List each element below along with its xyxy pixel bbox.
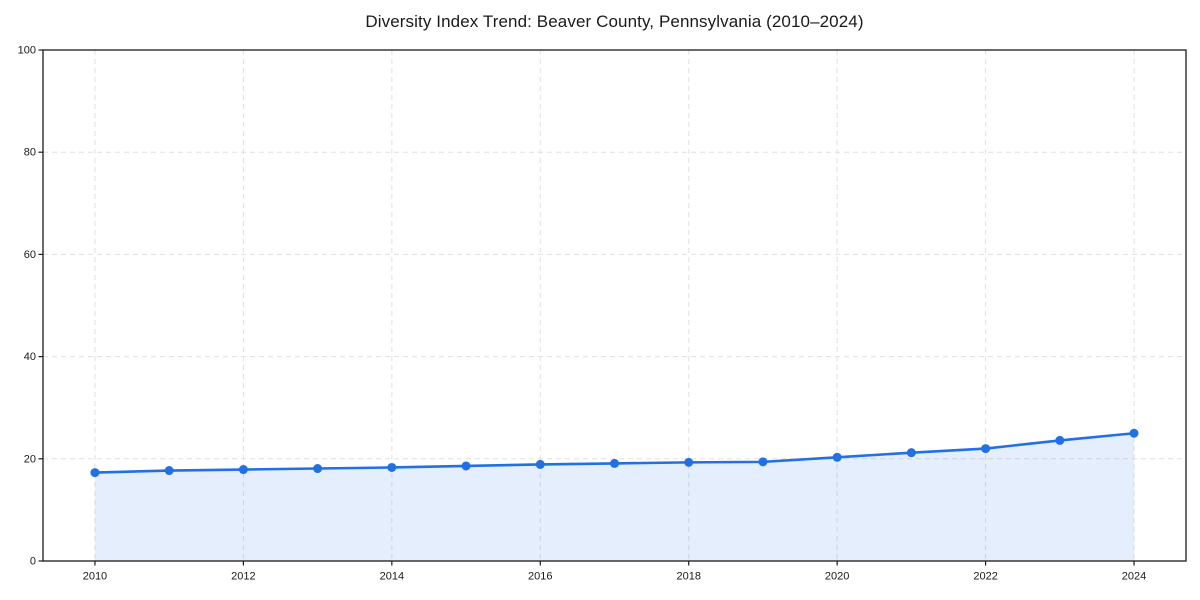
y-tick-label: 40 (24, 351, 36, 363)
x-tick-label: 2020 (825, 571, 849, 583)
data-point-2023 (1055, 435, 1065, 445)
data-point-2021 (906, 448, 916, 458)
data-point-2018 (684, 457, 694, 467)
x-tick-label: 2024 (1122, 571, 1146, 583)
y-tick-label: 20 (24, 453, 36, 465)
x-tick-label: 2016 (528, 571, 552, 583)
y-tick-label: 100 (18, 45, 36, 57)
data-point-2017 (610, 458, 619, 468)
data-point-2020 (832, 452, 842, 462)
y-tick-label: 0 (30, 556, 36, 568)
x-tick-label: 2022 (973, 571, 997, 583)
y-tick-label: 80 (24, 147, 36, 159)
chart-title: Diversity Index Trend: Beaver County, Pe… (365, 12, 864, 31)
data-point-2019 (758, 457, 768, 467)
area-fill (94, 433, 1135, 561)
data-point-2011 (164, 466, 174, 476)
x-tick-label: 2014 (380, 571, 404, 583)
data-point-2014 (387, 462, 397, 472)
data-point-2016 (535, 459, 545, 469)
y-tick-label: 60 (24, 249, 36, 261)
x-tick-label: 2012 (231, 571, 255, 583)
data-point-2012 (238, 465, 248, 475)
data-point-2024 (1129, 428, 1139, 438)
x-tick-label: 2010 (83, 571, 107, 583)
data-point-2022 (981, 444, 991, 454)
data-point-2013 (313, 464, 323, 474)
data-point-2015 (461, 461, 471, 471)
x-tick-label: 2018 (676, 571, 700, 583)
axis-frame (42, 49, 1187, 562)
data-point-2010 (90, 468, 100, 478)
